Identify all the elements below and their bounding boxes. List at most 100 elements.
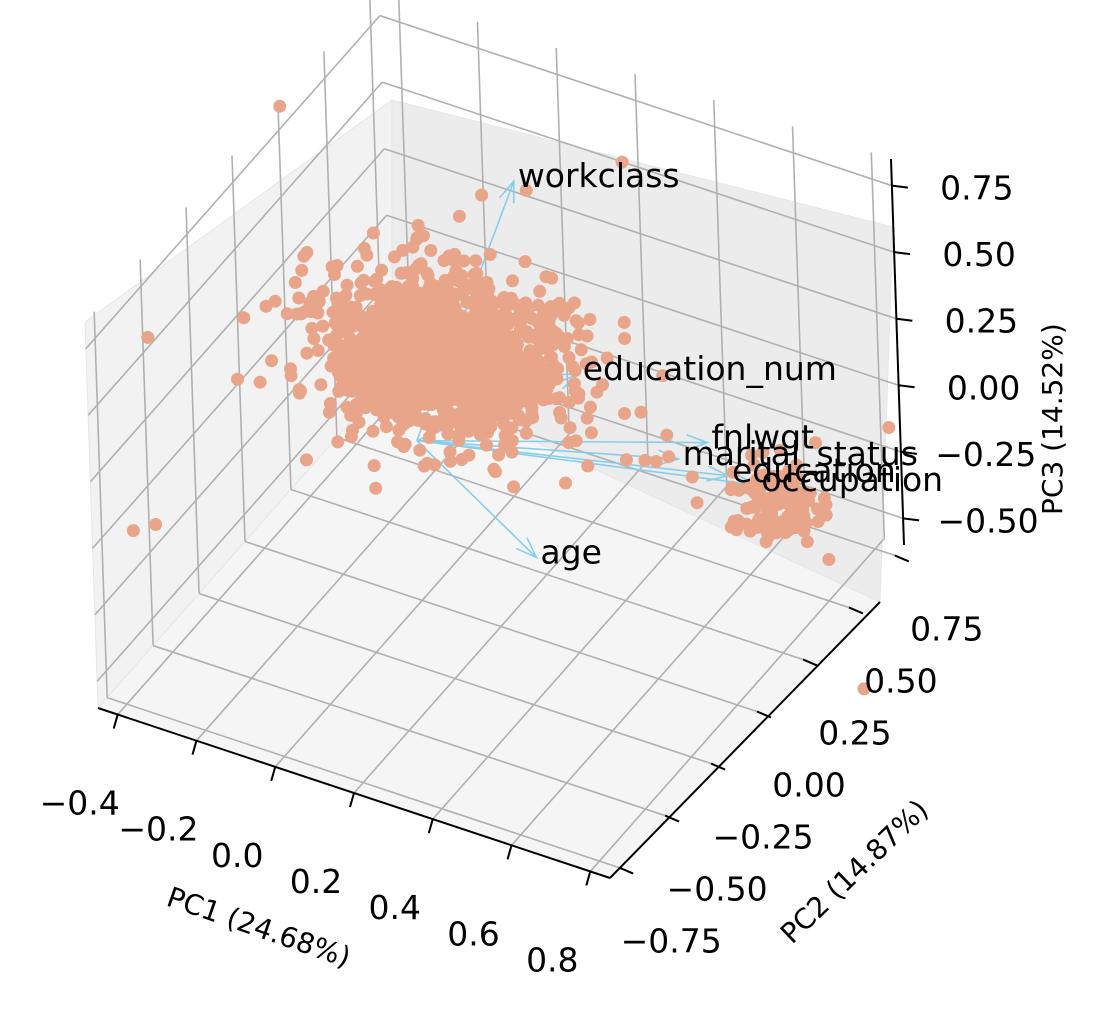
loading-label-marital_status: marital_status — [683, 434, 918, 473]
point-main-398 — [311, 344, 325, 357]
point-main-1306 — [442, 249, 456, 263]
point-main-1308 — [458, 331, 472, 345]
point-main-827 — [507, 480, 521, 494]
point-main-403 — [451, 274, 465, 288]
grid-left-z-5 — [85, 15, 381, 350]
arrowhead-age — [516, 537, 539, 560]
point-main-1355 — [432, 306, 446, 320]
point-main-102 — [443, 445, 457, 459]
point-main-1331 — [504, 369, 517, 383]
z-tick-5 — [891, 184, 909, 189]
point-main-1106 — [484, 419, 498, 433]
arrowhead-workclass — [498, 179, 515, 204]
point-main-1310 — [544, 310, 558, 323]
point-main-1368 — [545, 323, 559, 337]
point-secondary-112 — [750, 485, 764, 499]
point-main-1397 — [375, 314, 389, 328]
z-axis-line — [890, 158, 905, 546]
point-main-1005 — [294, 384, 307, 398]
point-main-1358 — [431, 293, 445, 307]
tick-marks — [112, 184, 920, 886]
point-main-1245 — [446, 323, 460, 337]
point-main-664 — [483, 248, 497, 261]
point-main-1203 — [297, 249, 311, 263]
point-main-1255 — [476, 364, 490, 378]
point-main-941 — [470, 266, 484, 280]
point-main-1375 — [469, 414, 483, 428]
point-secondary-117 — [760, 472, 773, 486]
point-secondary-122 — [789, 458, 803, 472]
grid-back-x-3 — [634, 73, 649, 461]
x-tick-5 — [506, 845, 513, 860]
z-tick-label-4: 0.50 — [942, 235, 1015, 274]
point-main-538 — [656, 369, 670, 383]
grid-left-z-4 — [87, 81, 383, 416]
grid-back-x-5 — [791, 126, 807, 513]
point-main-1378 — [484, 378, 498, 392]
point-main-1069 — [562, 395, 576, 409]
point-main-936 — [617, 315, 631, 329]
y-tick-label-4: 0.25 — [818, 713, 891, 752]
point-main-1316 — [300, 453, 313, 467]
point-main-1386 — [370, 377, 384, 390]
point-secondary-114 — [769, 492, 782, 506]
point-main-1303 — [634, 405, 648, 419]
y-tick-label-1: −0.50 — [667, 870, 768, 909]
point-main-322 — [600, 351, 614, 365]
point-main-1070 — [580, 411, 594, 425]
point-main-180 — [563, 421, 577, 435]
point-main-1396 — [504, 351, 518, 365]
point-main-1351 — [519, 394, 533, 408]
grid-floor-y-3 — [244, 540, 758, 713]
grid-floor-y-1 — [152, 644, 666, 817]
point-main-1333 — [368, 274, 381, 288]
point-main-1015 — [413, 443, 427, 457]
grid-back-x-6 — [870, 152, 886, 539]
point-main-1352 — [410, 231, 424, 245]
point-main-684 — [340, 278, 354, 292]
x-tick-label-1: −0.2 — [118, 810, 198, 849]
point-main-1288 — [351, 374, 365, 388]
point-main-853 — [569, 314, 583, 328]
grid-floor-y-4 — [290, 488, 804, 661]
point-main-1362 — [362, 311, 375, 325]
x-tick-4 — [427, 818, 434, 834]
point-main-631 — [549, 392, 563, 406]
point-main-988 — [344, 300, 358, 314]
point-main-150 — [638, 453, 652, 467]
x-tick-label-6: 0.8 — [526, 940, 578, 979]
y-tick-3 — [756, 710, 772, 719]
point-main-784 — [412, 258, 426, 272]
point-secondary-48 — [773, 443, 787, 457]
point-main-548 — [323, 397, 337, 410]
point-main-1346 — [375, 358, 388, 372]
y-tick-0 — [618, 866, 634, 875]
point-main-1326 — [390, 338, 404, 351]
point-main-1341 — [356, 358, 370, 372]
y-tick-1 — [664, 814, 680, 823]
point-main-1302 — [359, 401, 373, 415]
grid-back-z-2 — [386, 214, 899, 387]
point-main-889 — [295, 263, 309, 277]
z-tick-0 — [902, 517, 920, 522]
point-main-1151 — [584, 426, 598, 440]
point-main-1370 — [332, 315, 346, 329]
point-main-1383 — [345, 384, 359, 398]
point-main-1275 — [344, 356, 357, 370]
point-main-1014 — [440, 278, 454, 292]
point-main-45 — [685, 470, 699, 484]
point-main-589 — [375, 263, 389, 277]
point-main-323 — [574, 343, 588, 357]
point-main-1314 — [381, 399, 395, 413]
point-main-1359 — [444, 379, 458, 393]
point-main-1135 — [585, 355, 598, 369]
point-secondary-125 — [819, 498, 833, 512]
point-main-1292 — [413, 413, 427, 427]
z-tick-label-0: −0.50 — [938, 501, 1039, 540]
point-main-1192 — [379, 420, 393, 434]
grid-left-y-2 — [185, 207, 200, 594]
grid-back-z-3 — [384, 147, 897, 320]
point-secondary-129 — [761, 508, 775, 522]
loading-label-workclass: workclass — [518, 156, 680, 195]
